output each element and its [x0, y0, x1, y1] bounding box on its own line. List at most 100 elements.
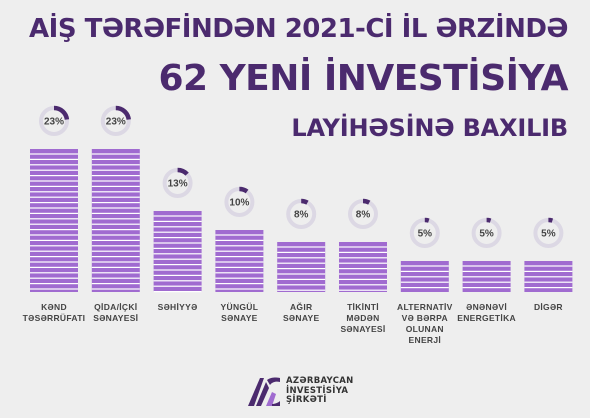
bar-2-stripe [91, 261, 140, 263]
bar-6-stripe [339, 251, 387, 253]
ring-fill-6 [347, 198, 379, 230]
bar-3-stripe [153, 215, 202, 217]
bar-1-stripe [30, 239, 78, 241]
bar-6-stripe [339, 268, 387, 270]
bar-6-stripe [339, 257, 387, 259]
bar-5 [277, 242, 326, 292]
bar-1-stripe [30, 250, 78, 252]
bar-1-stripe [30, 256, 78, 258]
bar-6-stripe [339, 246, 387, 248]
bar-2-stripe [91, 196, 140, 198]
logo-mark-icon [248, 377, 280, 406]
bar-1-stripe [30, 234, 78, 236]
bar-2-stripe [91, 229, 140, 231]
ring-fill-5 [285, 198, 317, 230]
bar-3-stripe [153, 280, 202, 282]
bar-3-stripe [153, 226, 202, 228]
bar-1-stripe [30, 185, 78, 187]
bar-5-stripe [277, 262, 326, 264]
logo-text-line-2: İNVESTİSİYA [286, 385, 349, 396]
bar-7-stripe [400, 265, 449, 267]
bar-2-stripe [91, 272, 140, 274]
bar-2-stripe [91, 250, 140, 252]
bar-3-stripe [153, 237, 202, 239]
category-label-6: TİKİNTİ [347, 302, 379, 312]
data-label-9: 5% [541, 229, 556, 240]
bar-9-stripe [524, 265, 573, 267]
bar-2-stripe [91, 185, 140, 187]
bar-3-stripe [153, 231, 202, 233]
bar-1-stripe [30, 245, 78, 247]
category-label-1: KƏND [41, 302, 67, 312]
category-label-7: ENERJİ [409, 335, 442, 345]
bar-1-stripe [30, 218, 78, 220]
bar-3 [153, 211, 202, 292]
bar-1-stripe [30, 266, 78, 268]
title-line-2: 62 YENİ İNVESTİSİYA [158, 58, 568, 99]
bar-2-stripe [91, 277, 140, 279]
bar-1-stripe [30, 288, 78, 290]
bar-3-stripe [153, 264, 202, 266]
ring-fill-3 [162, 167, 193, 199]
bar-2-stripe [91, 218, 140, 220]
bar-4-stripe [215, 239, 264, 241]
data-label-5: 8% [294, 210, 309, 221]
bar-1 [30, 149, 78, 292]
bar-4-stripe [215, 245, 264, 247]
category-label-4: SƏNAYE [221, 313, 258, 323]
bar-2-stripe [91, 266, 140, 268]
bar-2-stripe [91, 169, 140, 171]
category-label-5: AĞIR [290, 301, 312, 312]
data-label-1: 23% [44, 117, 64, 128]
category-label-7: ALTERNATİV [397, 302, 453, 312]
category-label-8: ENERGETİKA [457, 313, 516, 323]
ring-fill-8 [471, 217, 502, 249]
bar-4 [215, 230, 264, 292]
bar-3-stripe [153, 242, 202, 244]
bar-2-stripe [91, 283, 140, 285]
bar-1-stripe [30, 207, 78, 209]
ring-fill-2 [100, 105, 132, 137]
bar-2-stripe [91, 245, 140, 247]
bar-1-stripe [30, 202, 78, 204]
title-line-3: LAYİHƏSİNƏ BAXILIB [291, 114, 568, 142]
logo-text-line-1: AZƏRBAYCAN [286, 376, 354, 386]
bar-1-stripe [30, 283, 78, 285]
bar-9-stripe [524, 270, 573, 272]
bar-6-stripe [339, 262, 387, 264]
data-label-8: 5% [479, 229, 494, 240]
bar-2-stripe [91, 207, 140, 209]
category-label-2: QİDA/İÇKİ [94, 302, 137, 312]
bar-2-stripe [91, 191, 140, 193]
category-label-7: OLUNAN [406, 324, 444, 334]
bar-5-stripe [277, 257, 326, 259]
bar-2-stripe [91, 223, 140, 225]
bar-8-stripe [462, 265, 511, 267]
bar-2-stripe [91, 158, 140, 160]
bar-3-stripe [153, 269, 202, 271]
category-label-6: MƏDƏN [346, 313, 379, 323]
bar-1-stripe [30, 272, 78, 274]
bar-2-stripe [91, 153, 140, 155]
bar-1-stripe [30, 191, 78, 193]
category-label-4: YÜNGÜL [221, 302, 259, 312]
bar-5-stripe [277, 246, 326, 248]
bar-8-stripe [462, 276, 511, 278]
bar-1-stripe [30, 277, 78, 279]
bar-2-stripe [91, 175, 140, 177]
data-label-7: 5% [418, 229, 433, 240]
ring-fill-7 [409, 217, 441, 249]
bar-2-stripe [91, 212, 140, 214]
bar-9-stripe [524, 276, 573, 278]
bar-3-stripe [153, 274, 202, 276]
bar-4-stripe [215, 277, 264, 279]
title-line-1: AİŞ TƏRƏFİNDƏN 2021-Cİ İL ƏRZİNDƏ [29, 14, 568, 44]
bar-6-stripe [339, 278, 387, 280]
bar-8-stripe [462, 270, 511, 272]
ring-fill-4 [224, 186, 255, 218]
bar-4-stripe [215, 266, 264, 268]
bar-5-stripe [277, 251, 326, 253]
bar-1-stripe [30, 164, 78, 166]
bar-5-stripe [277, 268, 326, 270]
bar-4-stripe [215, 256, 264, 258]
